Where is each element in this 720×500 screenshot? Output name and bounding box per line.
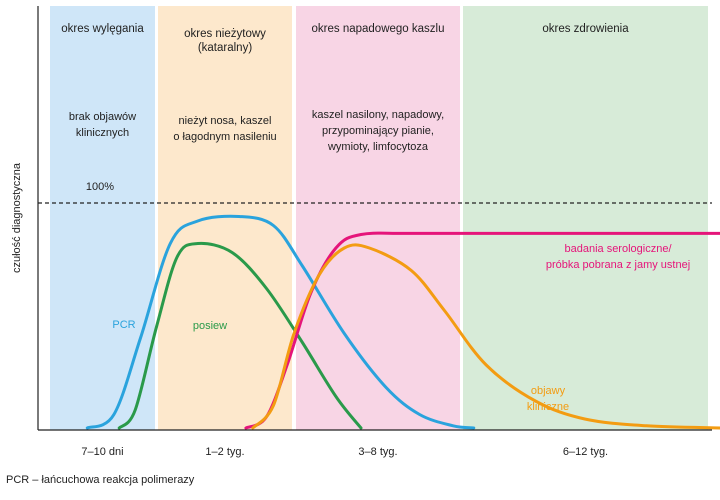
series-line-4 xyxy=(251,243,720,430)
series-label: próbka pobrana z jamy ustnej xyxy=(546,259,690,271)
axes xyxy=(37,6,712,431)
text-labels: okres wylęgania brak objawów klinicznych 7–… xyxy=(11,23,690,458)
phase-title: (kataralny) xyxy=(198,42,252,54)
phase-title: okres zdrowienia xyxy=(542,23,629,35)
phase-band-2 xyxy=(158,6,292,430)
series-line-1 xyxy=(85,214,476,430)
series-lines xyxy=(85,214,720,430)
phase-title: okres wylęgania xyxy=(61,23,144,35)
x-tick-label: 1–2 tyg. xyxy=(205,446,244,458)
phase-description: o łagodnym nasileniu xyxy=(173,131,276,143)
series-line-2 xyxy=(117,241,363,430)
series-label: badania serologiczne/ xyxy=(564,243,672,255)
phase-description: wymioty, limfocytoza xyxy=(327,141,429,153)
phase-description: brak objawów xyxy=(69,111,136,123)
phase-title: okres napadowego kaszlu xyxy=(312,23,445,35)
series-label: kliniczne xyxy=(527,401,569,413)
x-tick-label: 7–10 dni xyxy=(81,446,123,458)
x-tick-label: 6–12 tyg. xyxy=(563,446,608,458)
series-label: PCR xyxy=(112,319,135,331)
series-label: posiew xyxy=(193,320,227,332)
phase-band-1 xyxy=(50,6,155,430)
phase-description: przypominający pianie, xyxy=(322,125,434,137)
footnote: PCR – łańcuchowa reakcja polimerazy xyxy=(6,474,195,486)
series-label: objawy xyxy=(531,385,566,397)
phase-title: okres nieżytowy xyxy=(184,28,266,40)
phase-band-4 xyxy=(463,6,708,430)
phase-bands xyxy=(50,6,708,430)
x-tick-label: 3–8 tyg. xyxy=(358,446,397,458)
phase-band-3 xyxy=(296,6,460,430)
y-axis-label: czułość diagnostyczna xyxy=(11,162,23,273)
reference-label: 100% xyxy=(86,181,114,193)
phase-description: klinicznych xyxy=(76,127,129,139)
phase-description: nieżyt nosa, kaszel xyxy=(179,115,272,127)
phase-description: kaszel nasilony, napadowy, xyxy=(312,109,444,121)
